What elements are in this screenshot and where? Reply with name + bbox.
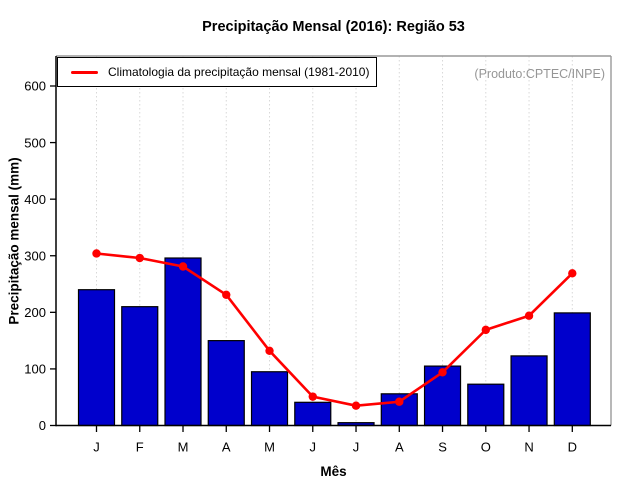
x-axis-title: Mês	[320, 464, 347, 479]
x-tick-label: O	[481, 440, 491, 455]
precipitation-bar	[294, 401, 332, 427]
climatology-point	[481, 325, 490, 335]
y-tick-label: 300	[24, 248, 46, 263]
precipitation-bar	[510, 355, 548, 427]
legend-label: Climatologia da precipitação mensal (198…	[108, 65, 370, 79]
x-tick-label: J	[310, 440, 317, 455]
chart-title: Precipitação Mensal (2016): Região 53	[202, 19, 465, 35]
climatology-point	[308, 392, 317, 401]
legend-box: Climatologia da precipitação mensal (198…	[57, 57, 377, 87]
climatology-point	[135, 253, 144, 263]
climatology-point	[178, 262, 188, 271]
climatology-point	[395, 397, 404, 406]
precipitation-bar	[250, 371, 289, 427]
precipitation-bar	[553, 312, 591, 427]
climatology-point	[222, 290, 231, 299]
x-tick-label: D	[568, 440, 577, 455]
y-tick-label: 500	[24, 135, 46, 150]
y-tick-label: 0	[39, 418, 46, 433]
climatology-point	[524, 311, 534, 320]
y-tick-label: 600	[24, 79, 46, 94]
x-tick-label: J	[93, 440, 100, 455]
x-tick-label: A	[395, 440, 404, 455]
y-tick-label: 100	[24, 362, 46, 377]
climatology-point	[265, 346, 274, 356]
climatology-point	[351, 401, 361, 410]
y-axis-title: Precipitação mensal (mm)	[6, 157, 22, 325]
y-tick-label: 400	[24, 192, 46, 207]
precipitation-bar	[207, 340, 245, 427]
x-tick-label: F	[136, 440, 144, 455]
climatology-point	[438, 368, 447, 377]
climatology-point	[568, 269, 577, 278]
x-tick-label: M	[264, 440, 275, 455]
climatology-point	[92, 249, 101, 258]
climatology-line	[95, 252, 574, 407]
x-tick-label: N	[524, 440, 533, 455]
x-tick-label: J	[353, 440, 360, 455]
product-annotation: (Produto:CPTEC/INPE)	[474, 67, 605, 81]
x-tick-label: A	[222, 440, 231, 455]
legend-line-swatch	[71, 70, 98, 74]
precipitation-bar	[164, 257, 202, 427]
precipitation-bar	[77, 289, 116, 427]
y-tick-label: 200	[24, 305, 46, 320]
x-tick-label: S	[438, 440, 447, 455]
precipitation-bar	[467, 383, 505, 427]
precipitation-bar	[121, 306, 159, 427]
x-tick-label: M	[178, 440, 189, 455]
